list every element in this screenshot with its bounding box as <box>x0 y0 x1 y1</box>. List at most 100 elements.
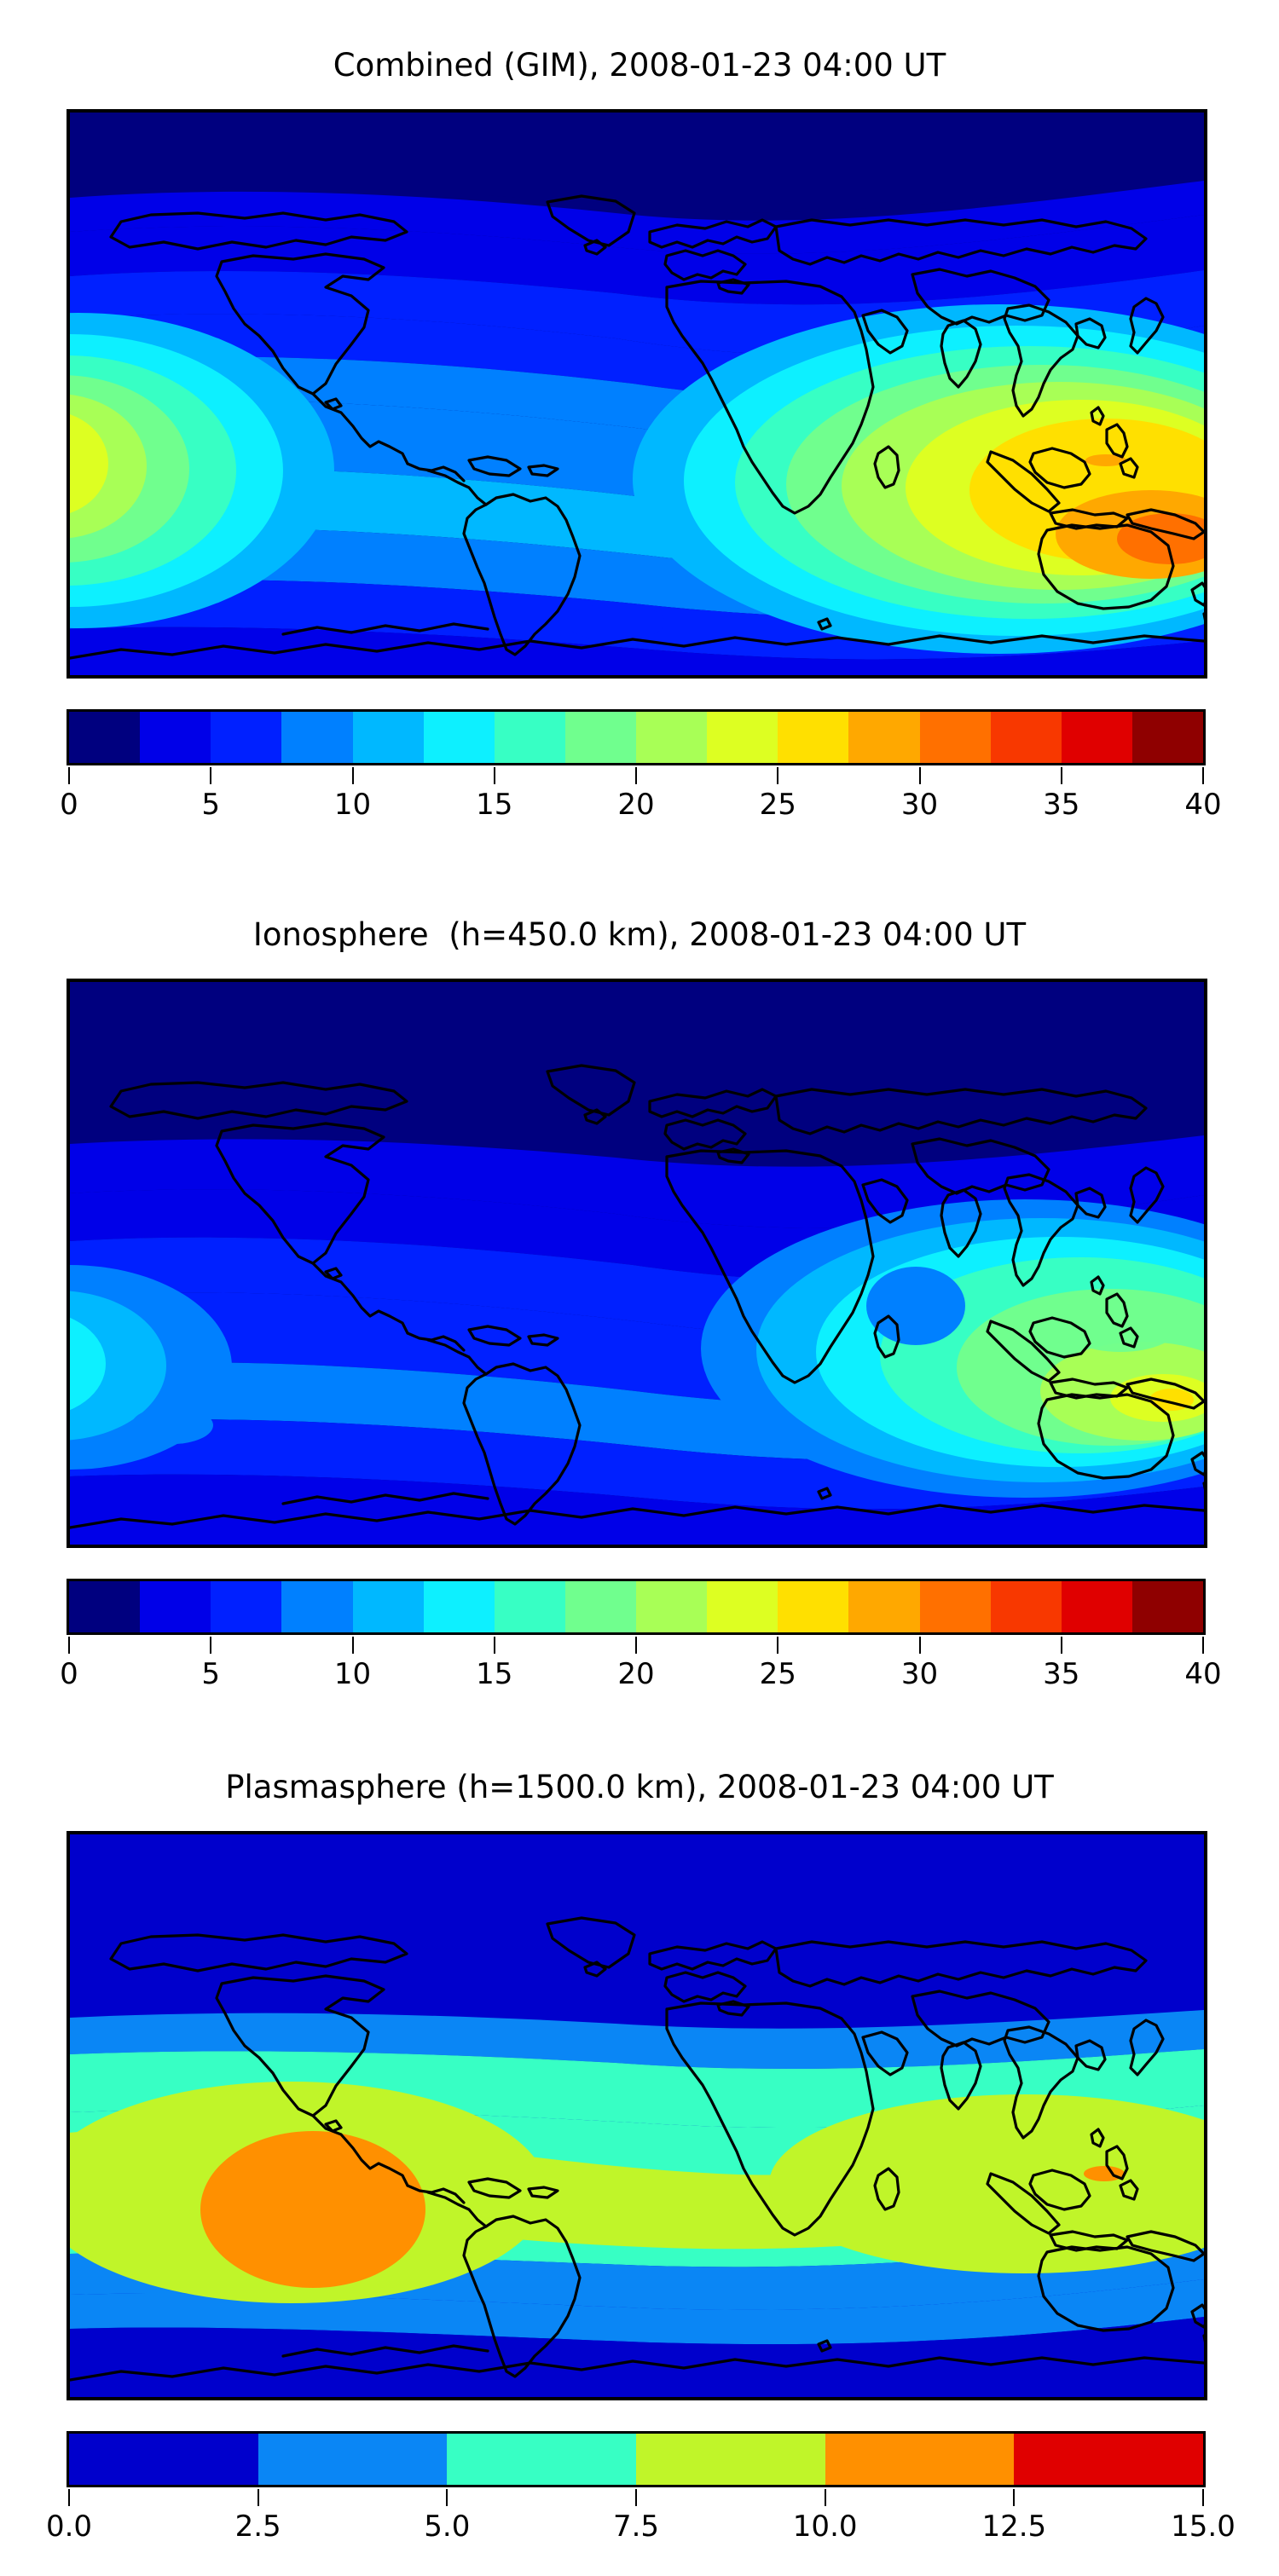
colorbar-segment <box>990 1581 1062 1632</box>
colorbar-axis-plasmasphere: 0.0 2.5 5.0 7.5 10.0 12.5 15.0 <box>46 2489 1236 2570</box>
panel-ionosphere: Ionosphere (h=450.0 km), 2008-01-23 04:0… <box>0 869 1279 1739</box>
colorbar-segment <box>423 712 495 763</box>
colorbar-segment <box>494 712 565 763</box>
colorbar-tick-label: 15.0 <box>1171 2510 1236 2544</box>
colorbar-segment <box>140 712 211 763</box>
colorbar-segment <box>281 712 353 763</box>
map-plasmasphere <box>67 1831 1207 2400</box>
colorbar-segment <box>423 1581 495 1632</box>
colorbar-tick <box>635 1637 637 1654</box>
colorbar-segment <box>848 1581 920 1632</box>
map-combined <box>67 109 1207 679</box>
colorbar-segment <box>636 712 708 763</box>
colorbar-tick-label: 25 <box>759 788 796 822</box>
colorbar-axis-combined: 0 5 10 15 20 25 30 35 40 <box>60 767 1222 848</box>
colorbar-segment <box>707 712 778 763</box>
colorbar-tick-label: 0.0 <box>45 2510 93 2544</box>
colorbar-tick-label: 12.5 <box>981 2510 1047 2544</box>
colorbar-segment <box>69 2434 258 2485</box>
colorbar-segment <box>1131 712 1203 763</box>
colorbar-tick-label: 0 <box>60 788 78 822</box>
colorbar-tick-label: 2.5 <box>234 2510 281 2544</box>
colorbar-segment <box>258 2434 448 2485</box>
colorbar-segment <box>1061 712 1132 763</box>
colorbar-segment <box>635 2434 825 2485</box>
colorbar-plasmasphere: 0.0 2.5 5.0 7.5 10.0 12.5 15.0 <box>46 2431 1236 2576</box>
colorbar-segment <box>825 2434 1015 2485</box>
colorbar-tick <box>824 2489 826 2506</box>
colorbar-tick-label: 5.0 <box>424 2510 471 2544</box>
colorbar-segment <box>848 712 920 763</box>
panel-title-ionosphere: Ionosphere (h=450.0 km), 2008-01-23 04:0… <box>252 916 1027 953</box>
colorbar-segment <box>211 1581 282 1632</box>
colorbar-tick <box>351 1637 354 1654</box>
colorbar-segment <box>140 1581 211 1632</box>
colorbar-strip-plasmasphere <box>67 2431 1206 2487</box>
colorbar-tick <box>68 2489 70 2506</box>
colorbar-segment <box>636 1581 708 1632</box>
colorbar-tick-label: 40 <box>1184 1657 1222 1691</box>
colorbar-tick <box>1202 1637 1204 1654</box>
colorbar-segment <box>919 712 991 763</box>
colorbar-tick <box>918 1637 921 1654</box>
colorbar-segment <box>494 1581 565 1632</box>
colorbar-tick-label: 10 <box>333 788 372 822</box>
panel-combined: Combined (GIM), 2008-01-23 04:00 UT <box>0 0 1279 861</box>
colorbar-strip-combined <box>67 709 1206 765</box>
colorbar-segment <box>69 712 141 763</box>
colorbar-segment <box>778 1581 849 1632</box>
colorbar-tick-label: 20 <box>617 1657 655 1691</box>
colorbar-tick-label: 5 <box>201 1657 221 1691</box>
colorbar-tick-label: 5 <box>201 788 221 822</box>
colorbar-tick-label: 35 <box>1043 1657 1080 1691</box>
colorbar-segment <box>564 1581 636 1632</box>
colorbar-tick <box>1013 2489 1016 2506</box>
colorbar-tick <box>257 2489 259 2506</box>
colorbar-tick <box>351 767 354 784</box>
colorbar-segment <box>1131 1581 1203 1632</box>
colorbar-segment <box>707 1581 778 1632</box>
colorbar-tick <box>1202 767 1204 784</box>
colorbar-tick-label: 35 <box>1043 788 1080 822</box>
colorbar-segment <box>281 1581 353 1632</box>
colorbar-segment <box>778 712 849 763</box>
colorbar-tick-label: 40 <box>1184 788 1222 822</box>
colorbar-segment <box>1014 2434 1203 2485</box>
colorbar-tick-label: 0 <box>60 1657 78 1691</box>
colorbar-tick <box>777 1637 779 1654</box>
colorbar-tick <box>68 1637 70 1654</box>
colorbar-tick <box>777 767 779 784</box>
colorbar-tick <box>68 767 70 784</box>
colorbar-tick <box>635 767 637 784</box>
colorbar-tick <box>1060 1637 1062 1654</box>
colorbar-tick-label: 15 <box>476 1657 513 1691</box>
colorbar-tick-label: 30 <box>900 1657 939 1691</box>
colorbar-segment <box>990 712 1062 763</box>
colorbar-tick-label: 30 <box>900 788 939 822</box>
colorbar-tick <box>493 1637 495 1654</box>
colorbar-tick <box>1060 767 1062 784</box>
map-canvas-combined <box>70 113 1204 675</box>
colorbar-tick-label: 10 <box>333 1657 372 1691</box>
colorbar-tick <box>493 767 495 784</box>
colorbar-segment <box>564 712 636 763</box>
colorbar-segment <box>447 2434 636 2485</box>
colorbar-tick-label: 7.5 <box>612 2510 660 2544</box>
colorbar-segment <box>211 712 282 763</box>
colorbar-tick-label: 15 <box>476 788 513 822</box>
colorbar-tick-label: 20 <box>617 788 655 822</box>
colorbar-segment <box>352 712 424 763</box>
map-canvas-plasmasphere <box>70 1834 1204 2397</box>
colorbar-tick <box>210 1637 212 1654</box>
colorbar-strip-ionosphere <box>67 1579 1206 1635</box>
panel-title-combined: Combined (GIM), 2008-01-23 04:00 UT <box>333 47 946 84</box>
colorbar-segment <box>919 1581 991 1632</box>
colorbar-segment <box>352 1581 424 1632</box>
panel-plasmasphere: Plasmasphere (h=1500.0 km), 2008-01-23 0… <box>0 1739 1279 2557</box>
colorbar-axis-ionosphere: 0 5 10 15 20 25 30 35 40 <box>60 1637 1222 1718</box>
colorbar-tick <box>210 767 212 784</box>
panel-title-plasmasphere: Plasmasphere (h=1500.0 km), 2008-01-23 0… <box>225 1769 1054 1805</box>
colorbar-tick <box>918 767 921 784</box>
colorbar-combined: 0 5 10 15 20 25 30 35 40 <box>60 709 1222 854</box>
